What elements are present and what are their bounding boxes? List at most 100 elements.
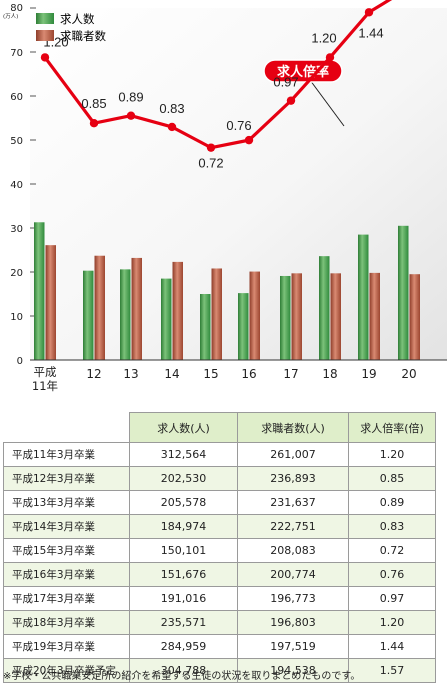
x-tick-label: 13: [123, 367, 138, 381]
table-row: 平成12年3月卒業 202,530 236,893 0.85: [3, 466, 436, 491]
table-row: 平成20年3月卒業予定 304,788 194,538 1.57: [3, 658, 436, 683]
table-row-label: 平成11年3月卒業: [3, 442, 130, 467]
bar-jobs: [238, 293, 249, 360]
legend-label-seekers: 求職者数: [60, 29, 106, 43]
ratio-data-label: 0.83: [159, 101, 184, 116]
table-cell: 1.57: [348, 658, 436, 683]
table-cell: 194,538: [237, 658, 349, 683]
table-cell: 235,571: [129, 610, 238, 635]
table-row-label: 平成18年3月卒業: [3, 610, 130, 635]
table-cell: 236,893: [237, 466, 349, 491]
ratio-data-label: 0.76: [226, 118, 251, 133]
table-cell: 1.20: [348, 610, 436, 635]
table-body: 平成11年3月卒業 312,564 261,007 1.20 平成12年3月卒業 202,…: [3, 442, 436, 683]
x-tick-label: 12: [86, 367, 101, 381]
table-cell: 222,751: [237, 514, 349, 539]
table-row: 平成11年3月卒業 312,564 261,007 1.20: [3, 442, 436, 467]
table-cell: 0.97: [348, 586, 436, 611]
bar-seekers: [211, 268, 222, 360]
bar-jobs: [398, 225, 409, 360]
table-cell: 231,637: [237, 490, 349, 515]
y-tick-label: 20: [10, 268, 23, 279]
y-tick-label: 80: [10, 3, 23, 14]
ratio-data-label: 0.89: [118, 90, 143, 105]
x-tick-label: 14: [164, 367, 179, 381]
table-cell: 0.72: [348, 538, 436, 563]
bar-jobs: [161, 278, 172, 360]
ratio-data-label: 0.72: [198, 156, 223, 171]
callout-leader: [309, 79, 345, 127]
ratio-point: [167, 122, 177, 132]
x-tick-label: 平成 11年: [32, 365, 58, 393]
table-cell: 191,016: [129, 586, 238, 611]
bar-jobs: [280, 275, 291, 360]
table-cell: 261,007: [237, 442, 349, 467]
table-cell: 1.20: [348, 442, 436, 467]
table-cell: 150,101: [129, 538, 238, 563]
ratio-point: [364, 8, 374, 17]
table-row-label: 平成17年3月卒業: [3, 586, 130, 611]
table-row-label: 平成12年3月卒業: [3, 466, 130, 491]
y-tick-label: 30: [10, 224, 23, 235]
table-row-label: 平成20年3月卒業予定: [3, 658, 130, 683]
table-corner: [3, 412, 130, 443]
y-tick-label: 70: [10, 48, 23, 59]
bar-jobs: [319, 256, 330, 360]
table-row: 平成13年3月卒業 205,578 231,637 0.89: [3, 490, 436, 515]
ratio-point: [40, 53, 50, 62]
table-row: 平成19年3月卒業 284,959 197,519 1.44: [3, 634, 436, 659]
table-cell: 151,676: [129, 562, 238, 587]
data-table: 求人数(人) 求職者数(人) 求人倍率(倍) 平成11年3月卒業 312,564 2…: [3, 412, 436, 683]
table-cell: 196,773: [237, 586, 349, 611]
chart-area: 0 10 20 30 40 50 60 70 80 (万人) 平成 11年 12 13 14 15 16 17 1…: [3, 0, 447, 393]
table-cell: 184,974: [129, 514, 238, 539]
table-cell: 0.83: [348, 514, 436, 539]
ratio-point: [89, 119, 99, 128]
x-tick-label: 15: [203, 367, 218, 381]
x-tick-label: 18: [322, 367, 337, 381]
ratio-point: [286, 96, 296, 105]
table-header-row: 求人数(人) 求職者数(人) 求人倍率(倍): [3, 412, 436, 443]
bar-seekers: [172, 261, 183, 360]
bars-group: [34, 222, 420, 360]
ratio-point: [206, 143, 216, 152]
table-row: 平成17年3月卒業 191,016 196,773 0.97: [3, 586, 436, 611]
x-tick-label: 20: [401, 367, 416, 381]
table-row: 平成18年3月卒業 235,571 196,803 1.20: [3, 610, 436, 635]
table-row-label: 平成15年3月卒業: [3, 538, 130, 563]
ratio-point: [244, 135, 254, 145]
bar-seekers: [249, 271, 260, 360]
y-tick-label: 60: [10, 92, 23, 103]
bar-jobs: [200, 294, 211, 360]
table-row: 平成14年3月卒業 184,974 222,751 0.83: [3, 514, 436, 539]
callout-text: 求人倍率: [277, 64, 329, 80]
table-row-label: 平成13年3月卒業: [3, 490, 130, 515]
table-cell: 0.76: [348, 562, 436, 587]
legend: 求人数 求職者数: [36, 12, 106, 43]
bar-jobs: [34, 222, 45, 360]
y-tick-label: 0: [17, 356, 23, 367]
table-row-label: 平成14年3月卒業: [3, 514, 130, 539]
ratio-data-label: 1.44: [358, 25, 383, 40]
bar-seekers: [330, 273, 341, 360]
bar-seekers: [409, 274, 420, 360]
ratio-point: [126, 111, 136, 120]
table-cell: 1.44: [348, 634, 436, 659]
table-header-seekers: 求職者数(人): [237, 412, 349, 443]
table-cell: 0.89: [348, 490, 436, 515]
table-cell: 312,564: [129, 442, 238, 467]
ratio-point: [325, 53, 335, 62]
y-tick-label: 50: [10, 136, 23, 147]
ratio-data-label: 1.20: [311, 30, 336, 45]
table-row-label: 平成16年3月卒業: [3, 562, 130, 587]
table-cell: 208,083: [237, 538, 349, 563]
x-tick-label: 19: [361, 367, 376, 381]
table-row-label: 平成19年3月卒業: [3, 634, 130, 659]
legend-swatch-jobs: [36, 13, 54, 24]
table-cell: 284,959: [129, 634, 238, 659]
bar-seekers: [369, 272, 380, 360]
table-cell: 196,803: [237, 610, 349, 635]
table-cell: 197,519: [237, 634, 349, 659]
bar-seekers: [131, 257, 142, 360]
table-cell: 0.85: [348, 466, 436, 491]
